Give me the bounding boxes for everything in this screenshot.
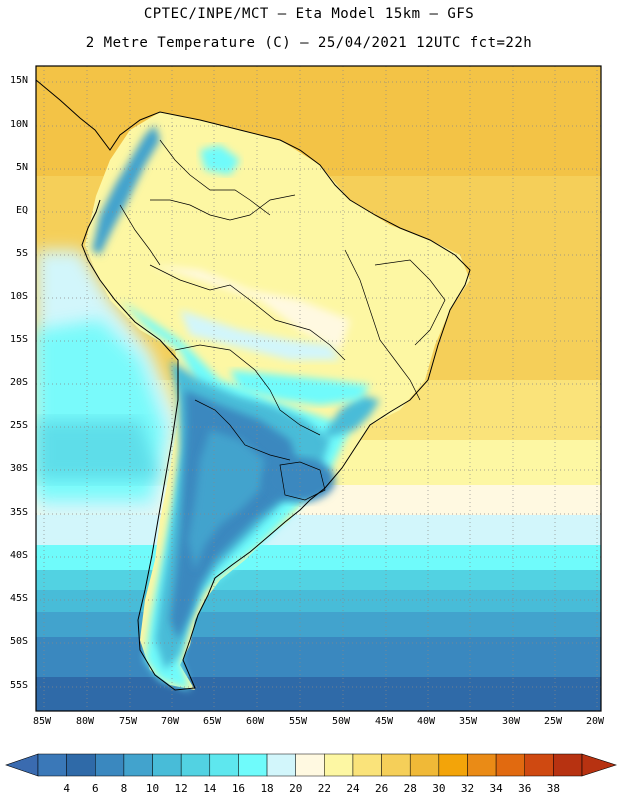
colorbar-label: 30 [432, 782, 446, 795]
lon-label: 65W [203, 716, 222, 727]
colorbar-swatch [66, 753, 96, 777]
colorbar-swatch [209, 753, 239, 777]
lat-label: 20S [10, 377, 29, 388]
colorbar-label: 38 [546, 782, 561, 795]
lon-label: 75W [119, 716, 138, 727]
lat-label: 5N [16, 162, 29, 173]
colorbar-label: 20 [289, 782, 303, 795]
lat-label: 10S [10, 291, 29, 302]
lon-label: 25W [544, 716, 563, 727]
lat-label: 50S [10, 636, 29, 647]
colorbar-label: 36 [518, 782, 532, 795]
chart-subtitle: 2 Metre Temperature (C) – 25/04/2021 12U… [85, 35, 533, 51]
colorbar-swatch [266, 753, 296, 777]
colorbar-swatch [180, 753, 211, 777]
colorbar-label: 12 [174, 782, 188, 795]
lat-label: 25S [10, 420, 29, 431]
lat-label: 15S [10, 334, 29, 345]
colorbar-low-arrow [5, 753, 39, 777]
lon-label: 55W [289, 716, 308, 727]
lon-label: 30W [502, 716, 521, 727]
lon-label: 35W [459, 716, 478, 727]
colorbar-swatch [95, 753, 125, 777]
colorbar-label: 6 [91, 782, 99, 795]
lat-label: 55S [10, 680, 29, 691]
lon-label: 40W [417, 716, 436, 727]
colorbar-swatch [495, 753, 525, 777]
lat-label: 35S [10, 507, 29, 518]
lon-label: 60W [246, 716, 265, 727]
lon-label: 70W [161, 716, 180, 727]
lon-label: 50W [332, 716, 351, 727]
lon-label: 45W [375, 716, 394, 727]
colorbar-label: 4 [63, 782, 70, 795]
colorbar-label: 34 [489, 782, 503, 795]
lon-label: 20W [586, 716, 605, 727]
map-frame [35, 65, 602, 712]
colorbar [5, 753, 617, 777]
colorbar-label: 16 [231, 782, 246, 795]
colorbar-swatch [409, 753, 440, 777]
colorbar-swatch [238, 753, 268, 777]
lat-label: 45S [10, 593, 29, 604]
lat-label: 15N [10, 75, 29, 86]
lon-label: 80W [76, 716, 95, 727]
colorbar-swatch [524, 753, 554, 777]
colorbar-high-arrow [581, 753, 617, 777]
colorbar-swatch [324, 753, 354, 777]
colorbar-label: 26 [374, 782, 389, 795]
coastline [35, 79, 471, 691]
lat-label: EQ [16, 205, 29, 216]
colorbar-label: 32 [460, 782, 475, 795]
colorbar-label: 14 [203, 782, 217, 795]
colorbar-swatch [467, 753, 497, 777]
colorbar-swatch [37, 753, 67, 777]
lon-label: 85W [33, 716, 52, 727]
lat-label: 10N [10, 119, 29, 130]
colorbar-label: 8 [120, 782, 128, 795]
colorbar-label: 22 [317, 782, 331, 795]
colorbar-label: 18 [260, 782, 274, 795]
colorbar-swatch [553, 753, 583, 777]
country-borders [119, 139, 446, 501]
colorbar-swatch [295, 753, 325, 777]
colorbar-swatch [123, 753, 153, 777]
lat-label: 5S [16, 248, 29, 259]
colorbar-swatch [152, 753, 182, 777]
colorbar-swatch [438, 753, 468, 777]
colorbar-label: 24 [346, 782, 360, 795]
colorbar-label: 10 [145, 782, 160, 795]
chart-title: CPTEC/INPE/MCT – Eta Model 15km – GFS [143, 6, 475, 22]
lat-label: 40S [10, 550, 29, 561]
colorbar-swatch [381, 753, 411, 777]
temperature-field [36, 66, 601, 711]
colorbar-swatch [352, 753, 382, 777]
lat-label: 30S [10, 463, 29, 474]
colorbar-label: 28 [403, 782, 417, 795]
